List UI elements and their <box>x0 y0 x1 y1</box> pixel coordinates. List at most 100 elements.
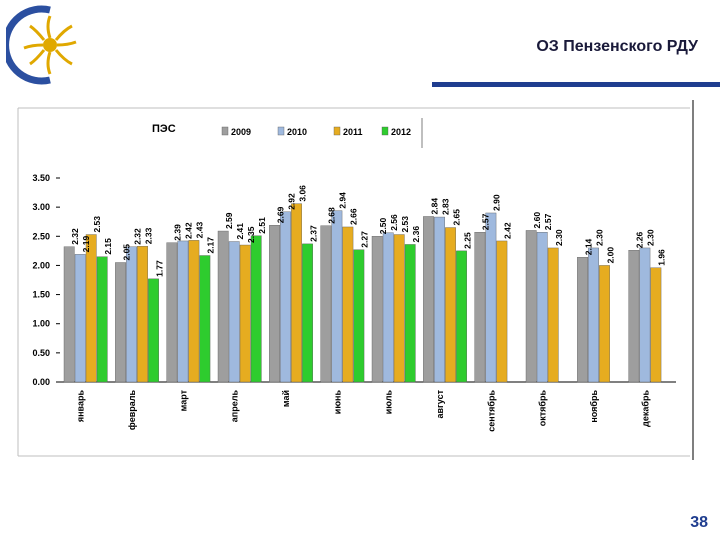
chart-title: ПЭС <box>152 123 176 135</box>
bar-2009-9 <box>525 230 537 383</box>
bar-2012-1 <box>148 278 159 383</box>
data-label: 2.30 <box>646 229 656 246</box>
y-tick-label: 3.50 <box>32 173 50 183</box>
bar-2009-1 <box>115 262 126 383</box>
data-label: 2.05 <box>121 244 131 261</box>
data-label: 2.39 <box>173 224 183 241</box>
x-category-label: ноябрь <box>589 390 599 423</box>
data-label: 2.25 <box>462 232 472 249</box>
company-logo-icon <box>6 5 77 85</box>
data-label: 2.43 <box>195 222 205 239</box>
bar-2009-6 <box>371 236 383 383</box>
data-label: 2.14 <box>583 238 593 255</box>
data-label: 2.57 <box>481 213 491 230</box>
data-label: 2.32 <box>70 228 80 245</box>
bar-2012-0 <box>96 256 108 383</box>
x-category-label: август <box>435 389 445 418</box>
y-tick-label: 1.00 <box>32 319 50 329</box>
data-label: 2.15 <box>103 238 113 255</box>
legend-label-2011: 2011 <box>343 127 363 137</box>
bar-2011-11 <box>650 267 662 383</box>
data-label: 2.30 <box>554 229 564 246</box>
data-label: 2.90 <box>492 194 502 211</box>
bar-2011-5 <box>342 226 354 383</box>
page-number: 38 <box>690 514 708 531</box>
bar-2011-1 <box>137 245 148 383</box>
data-label: 2.32 <box>132 228 142 245</box>
bar-2010-11 <box>639 247 651 383</box>
bar-2011-8 <box>496 240 508 383</box>
data-label: 2.42 <box>503 222 513 239</box>
data-label: 2.42 <box>184 222 194 239</box>
legend-swatch-2009 <box>221 126 229 136</box>
data-label: 2.33 <box>143 227 153 244</box>
x-category-label: июнь <box>332 390 342 415</box>
bar-2010-10 <box>588 247 599 383</box>
x-category-label: февраль <box>127 390 137 431</box>
data-label: 2.53 <box>92 216 102 233</box>
x-category-label: май <box>281 390 291 407</box>
bar-2011-3 <box>239 244 251 383</box>
data-label: 2.51 <box>257 217 267 234</box>
y-tick-label: 1.50 <box>32 290 50 300</box>
y-tick-label: 3.00 <box>32 202 50 212</box>
bar-2009-2 <box>166 242 178 383</box>
right-divider-line <box>692 100 694 460</box>
bar-2009-8 <box>474 232 486 383</box>
data-label: 2.83 <box>440 198 450 215</box>
data-label: 2.68 <box>327 207 337 224</box>
x-category-label: март <box>178 389 188 411</box>
data-label: 2.35 <box>246 226 256 243</box>
data-label: 2.57 <box>543 213 553 230</box>
data-label: 2.65 <box>451 209 461 226</box>
data-label: 2.36 <box>411 226 421 243</box>
data-label: 1.96 <box>657 249 667 266</box>
bar-2010-7 <box>434 216 445 383</box>
legend-swatch-2012 <box>381 126 389 136</box>
bar-2011-6 <box>393 234 405 383</box>
x-category-label: сентябрь <box>486 390 496 432</box>
data-label: 2.69 <box>275 206 285 223</box>
bar-2009-3 <box>217 230 229 383</box>
bar-2009-4 <box>269 225 280 383</box>
data-label: 2.17 <box>206 237 216 254</box>
data-label: 2.41 <box>235 223 245 240</box>
bar-2012-3 <box>250 235 262 383</box>
legend-label-2010: 2010 <box>287 127 307 137</box>
data-label: 2.53 <box>400 216 410 233</box>
data-label: 3.06 <box>297 185 307 202</box>
legend-swatch-2011 <box>333 126 341 136</box>
bar-2010-6 <box>382 232 394 383</box>
bar-2011-7 <box>445 227 456 383</box>
bar-2012-5 <box>353 249 365 383</box>
bar-2010-8 <box>485 212 497 383</box>
x-category-label: апрель <box>230 390 240 423</box>
bar-2010-0 <box>74 254 86 383</box>
legend-swatch-2010 <box>277 126 285 136</box>
data-label: 2.92 <box>286 193 296 210</box>
bar-2010-5 <box>331 210 343 383</box>
x-category-label: июль <box>384 390 394 415</box>
bar-2012-4 <box>302 243 313 383</box>
data-label: 2.19 <box>81 236 91 253</box>
bar-2011-4 <box>291 203 302 383</box>
y-tick-label: 2.50 <box>32 231 50 241</box>
bar-2009-11 <box>628 250 640 383</box>
bar-2012-2 <box>199 255 211 383</box>
data-label: 2.56 <box>389 214 399 231</box>
data-label: 2.60 <box>532 212 542 229</box>
bar-2010-2 <box>177 240 189 383</box>
bar-2011-2 <box>188 240 200 383</box>
x-category-label: январь <box>76 390 86 423</box>
bar-2009-0 <box>63 246 75 383</box>
data-label: 2.27 <box>360 231 370 248</box>
y-tick-label: 2.00 <box>32 260 50 270</box>
bar-2011-0 <box>85 234 97 383</box>
data-label: 2.66 <box>349 208 359 225</box>
data-label: 2.59 <box>224 212 234 229</box>
bar-2010-3 <box>228 241 240 383</box>
data-label: 2.37 <box>308 225 318 242</box>
bar-2009-5 <box>320 225 332 383</box>
data-label: 2.94 <box>338 192 348 209</box>
